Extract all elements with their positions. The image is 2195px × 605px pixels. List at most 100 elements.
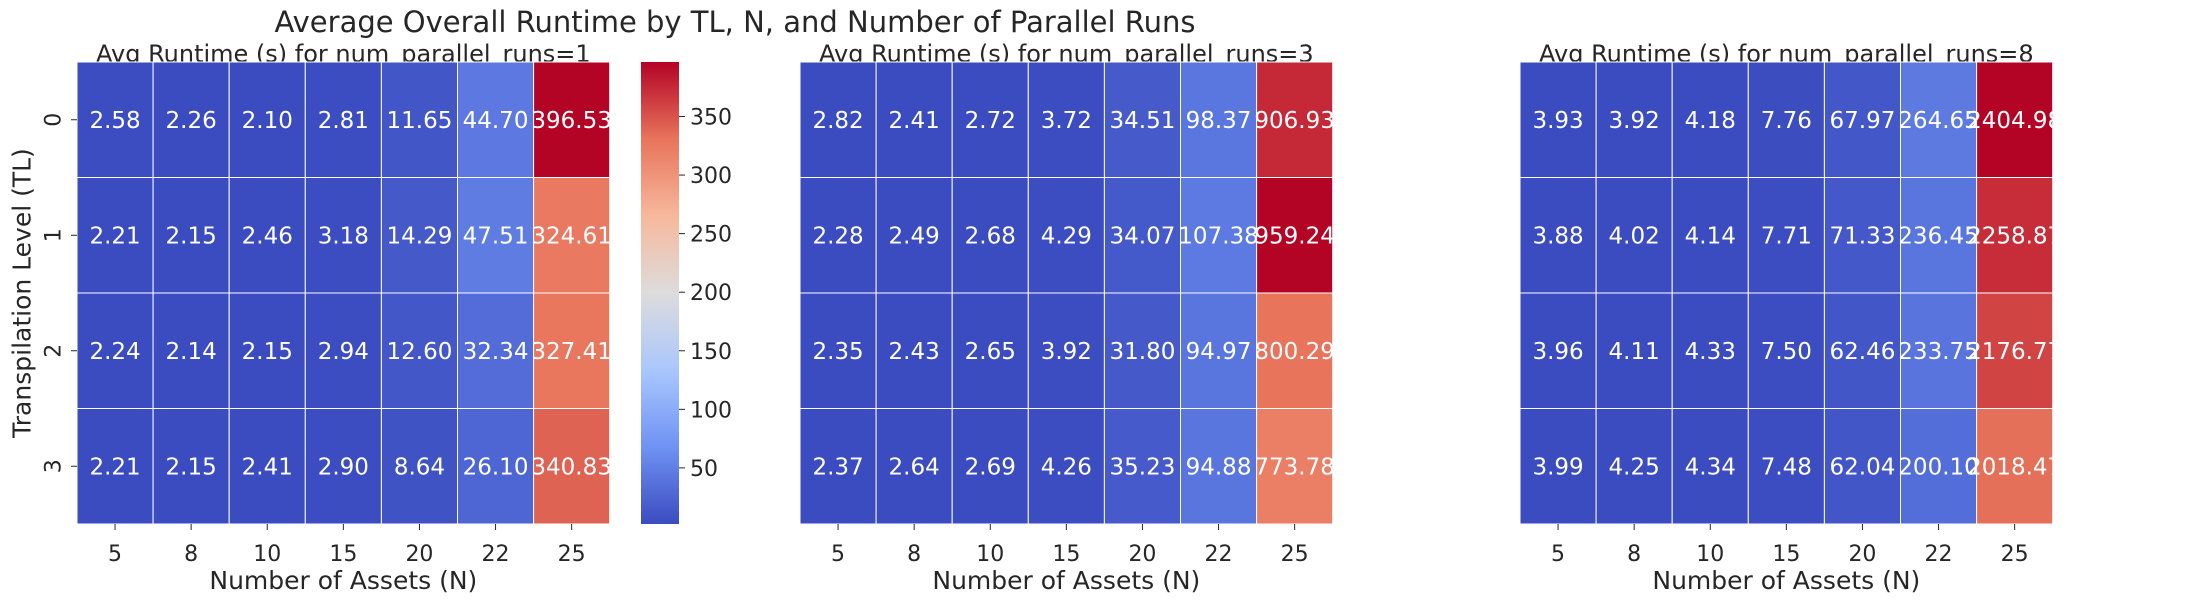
cell-value-label: 2.58 — [89, 108, 140, 134]
heatmap-cell — [76, 408, 154, 525]
heatmap-cell — [1671, 61, 1749, 178]
cell-value-label: 4.25 — [1609, 454, 1660, 480]
cell-value-label: 4.11 — [1609, 339, 1660, 365]
colorbar-tick-label: 150 — [690, 340, 732, 365]
heatmap-cell — [1900, 292, 1978, 409]
x-tick-label: 5 — [108, 542, 122, 567]
y-tick-label: 1 — [42, 228, 67, 242]
heatmap-cell — [1256, 292, 1334, 409]
heatmap-cell — [1103, 61, 1182, 178]
x-tick-label: 22 — [482, 542, 510, 567]
heatmap-cell — [1103, 408, 1182, 525]
x-tick-label: 8 — [1627, 542, 1641, 567]
x-tick-label: 15 — [329, 542, 357, 567]
cell-value-label: 2018.47 — [1967, 454, 2062, 480]
heatmap-cell — [1180, 177, 1258, 294]
cell-value-label: 2.15 — [166, 223, 217, 249]
x-tick-label: 25 — [558, 542, 586, 567]
cell-value-label: 7.50 — [1761, 339, 1812, 365]
heatmap-cell — [228, 177, 306, 294]
heatmap-cell — [875, 177, 953, 294]
cell-value-label: 3.96 — [1532, 339, 1583, 365]
heatmap-cell — [380, 292, 458, 409]
heatmap-cell — [457, 292, 535, 409]
heatmap-cell — [1180, 408, 1258, 525]
heatmap-cell — [533, 61, 611, 178]
colorbar-tick-label: 350 — [690, 106, 732, 131]
heatmap-panel-2: Avg Runtime (s) for num_parallel_runs=32… — [799, 40, 1335, 595]
heatmap-cell — [1256, 408, 1334, 525]
cell-value-label: 4.34 — [1685, 454, 1736, 480]
cell-value-label: 12.60 — [387, 339, 453, 365]
x-tick-label: 25 — [1281, 542, 1309, 567]
cell-value-label: 2.21 — [89, 454, 140, 480]
cell-value-label: 2.90 — [318, 454, 369, 480]
heatmap-cell — [1180, 292, 1258, 409]
heatmap-cell — [228, 408, 306, 525]
colorbar-gradient — [641, 62, 679, 524]
heatmap-cell — [304, 408, 382, 525]
heatmap-cell — [799, 61, 877, 178]
cell-value-label: 2176.77 — [1967, 339, 2062, 365]
heatmap-cell — [1823, 61, 1902, 178]
x-tick-label: 25 — [2001, 542, 2029, 567]
cell-value-label: 2.24 — [89, 339, 140, 365]
cell-value-label: 3.93 — [1532, 108, 1583, 134]
cell-value-label: 2258.87 — [1967, 223, 2062, 249]
cell-value-label: 233.75 — [1898, 339, 1978, 365]
heatmap-cell — [1595, 177, 1673, 294]
heatmap-cell — [304, 292, 382, 409]
cell-value-label: 3.92 — [1609, 108, 1660, 134]
heatmap-cell — [1595, 292, 1673, 409]
cell-value-label: 2.65 — [965, 339, 1016, 365]
heatmap-cell — [533, 292, 611, 409]
y-tick-label: 3 — [42, 459, 67, 473]
heatmap-cell — [951, 177, 1029, 294]
heatmap-cell — [1027, 292, 1105, 409]
cell-value-label: 2.46 — [242, 223, 293, 249]
cell-value-label: 3.88 — [1532, 223, 1583, 249]
cell-value-label: 34.07 — [1110, 223, 1176, 249]
heatmap-cell — [1900, 177, 1978, 294]
cell-value-label: 2.35 — [812, 339, 863, 365]
cell-value-label: 98.37 — [1186, 108, 1252, 134]
cell-value-label: 4.33 — [1685, 339, 1736, 365]
heatmap-cell — [1671, 292, 1749, 409]
heatmap-cell — [1027, 61, 1105, 178]
cell-value-label: 2.69 — [965, 454, 1016, 480]
cell-value-label: 31.80 — [1110, 339, 1176, 365]
heatmap-cell — [457, 177, 535, 294]
cell-value-label: 2.82 — [812, 108, 863, 134]
x-axis-label: Number of Assets (N) — [932, 566, 1200, 595]
cell-value-label: 3.18 — [318, 223, 369, 249]
heatmap-cell — [1519, 177, 1597, 294]
heatmap-panel-3: Avg Runtime (s) for num_parallel_runs=83… — [1519, 40, 2062, 595]
heatmap-cell — [1823, 408, 1902, 525]
cell-value-label: 94.88 — [1186, 454, 1252, 480]
heatmap-cell — [1519, 61, 1597, 178]
y-axis-label: Transpilation Level (TL) — [8, 148, 37, 439]
heatmap-cell — [875, 292, 953, 409]
x-tick-label: 10 — [1696, 542, 1724, 567]
heatmap-panels: Avg Runtime (s) for num_parallel_runs=12… — [8, 40, 2063, 595]
y-tick-label: 2 — [42, 344, 67, 358]
cell-value-label: 11.65 — [387, 108, 453, 134]
cell-value-label: 3.99 — [1532, 454, 1583, 480]
cell-value-label: 2404.98 — [1967, 108, 2062, 134]
heatmap-cell — [152, 408, 230, 525]
colorbar-tick-label: 300 — [690, 164, 732, 189]
heatmap-cell — [951, 292, 1029, 409]
heatmap-cell — [1976, 61, 2054, 178]
heatmap-cell — [1595, 408, 1673, 525]
cell-value-label: 4.02 — [1609, 223, 1660, 249]
heatmap-cell — [1180, 61, 1258, 178]
cell-value-label: 7.48 — [1761, 454, 1812, 480]
cell-value-label: 14.29 — [387, 223, 453, 249]
cell-value-label: 327.41 — [531, 339, 611, 365]
heatmap-cell — [380, 408, 458, 525]
heatmap-cell — [1900, 61, 1978, 178]
cell-value-label: 2.28 — [812, 223, 863, 249]
heatmap-cell — [304, 61, 382, 178]
heatmap-cell — [1976, 177, 2054, 294]
